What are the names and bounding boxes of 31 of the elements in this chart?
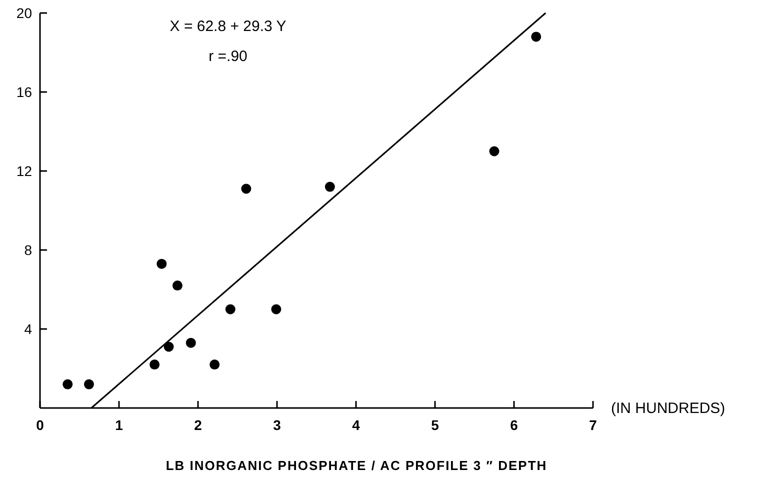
point — [156, 258, 167, 269]
point — [241, 184, 252, 194]
annotation: r =.90 — [208, 48, 248, 65]
point — [150, 360, 160, 370]
y-tick-label: 4 — [24, 321, 32, 337]
x-tick-label: 1 — [115, 417, 124, 433]
point — [324, 182, 335, 192]
x-tick-label: 3 — [273, 417, 282, 433]
x-tick-label: 6 — [510, 417, 518, 433]
x-tick-label: 5 — [431, 417, 440, 433]
point — [172, 280, 182, 291]
point — [62, 379, 73, 390]
text: (IN HUNDREDS) — [611, 400, 726, 417]
point — [489, 146, 500, 156]
annotation: X = 62.8 + 29.3 Y — [170, 18, 286, 35]
point — [225, 304, 236, 314]
point — [186, 338, 196, 348]
point — [84, 379, 94, 390]
point — [271, 304, 282, 314]
x-axis-title: LB INORGANIC PHOSPHATE / AC PROFILE 3 ″ DEPTH — [166, 458, 548, 473]
x-tick-label: 7 — [589, 417, 598, 433]
x-tick-label: 2 — [194, 417, 202, 433]
point — [164, 342, 174, 352]
y-tick-label: 16 — [16, 84, 32, 100]
point — [210, 360, 220, 370]
x-tick-label: 4 — [352, 417, 360, 433]
y-tick-label: 8 — [24, 242, 32, 258]
point — [531, 32, 542, 42]
y-tick-label: 20 — [16, 5, 32, 21]
y-tick-label: 12 — [16, 163, 32, 179]
x-tick-label: 0 — [36, 417, 44, 433]
